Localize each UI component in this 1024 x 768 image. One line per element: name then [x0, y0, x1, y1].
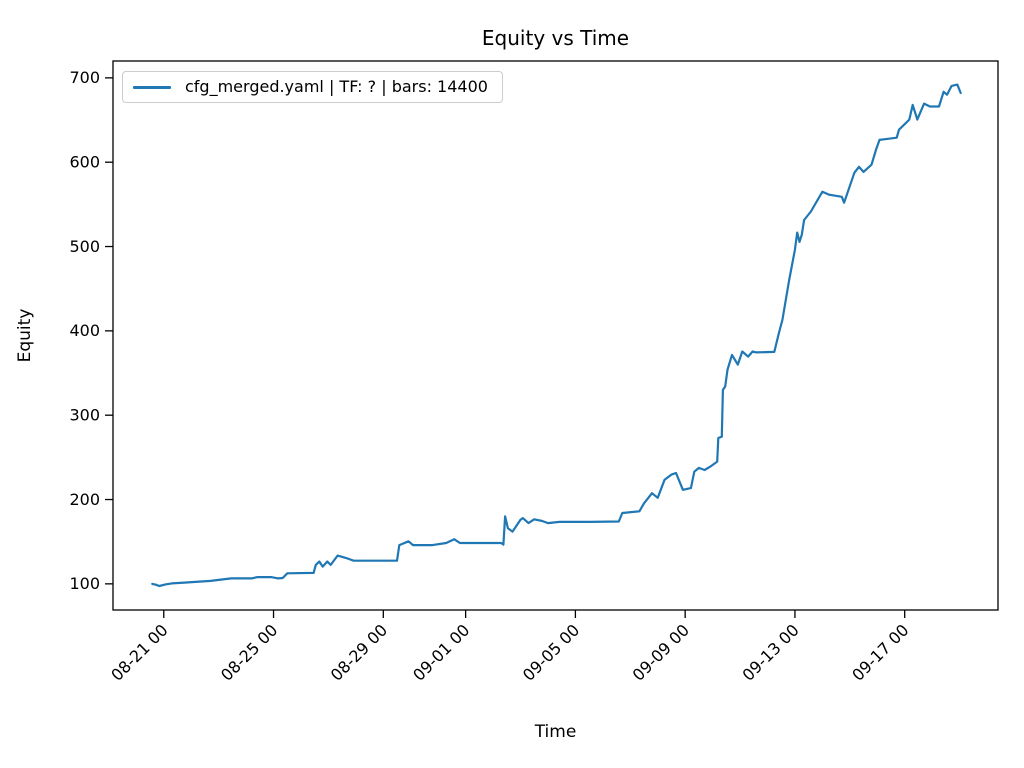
x-tick-label: 08-29 00 — [327, 620, 391, 684]
x-tick-label: 08-25 00 — [217, 620, 281, 684]
x-tick-label: 09-09 00 — [629, 620, 693, 684]
plot-border — [112, 60, 999, 611]
y-tick-label: 500 — [69, 237, 100, 256]
y-tick-label: 200 — [69, 490, 100, 509]
y-tick-label: 700 — [69, 68, 100, 87]
legend-line-sample-icon — [133, 85, 171, 89]
chart-title: Equity vs Time — [482, 26, 629, 50]
y-tick-label: 400 — [69, 321, 100, 340]
x-tick-label: 09-17 00 — [848, 620, 912, 684]
legend-label: cfg_merged.yaml | TF: ? | bars: 14400 — [185, 77, 488, 96]
x-tick-label: 08-21 00 — [107, 620, 171, 684]
x-tick-label: 09-01 00 — [409, 620, 473, 684]
y-axis-label: Equity — [15, 309, 35, 363]
x-tick-label: 09-05 00 — [519, 620, 583, 684]
x-tick-label: 09-13 00 — [738, 620, 802, 684]
x-axis-label: Time — [534, 722, 577, 742]
y-tick-label: 300 — [69, 405, 100, 424]
equity-line — [151, 83, 962, 588]
y-tick-label: 600 — [69, 152, 100, 171]
legend: cfg_merged.yaml | TF: ? | bars: 14400 — [122, 71, 503, 103]
y-tick-label: 100 — [69, 574, 100, 593]
